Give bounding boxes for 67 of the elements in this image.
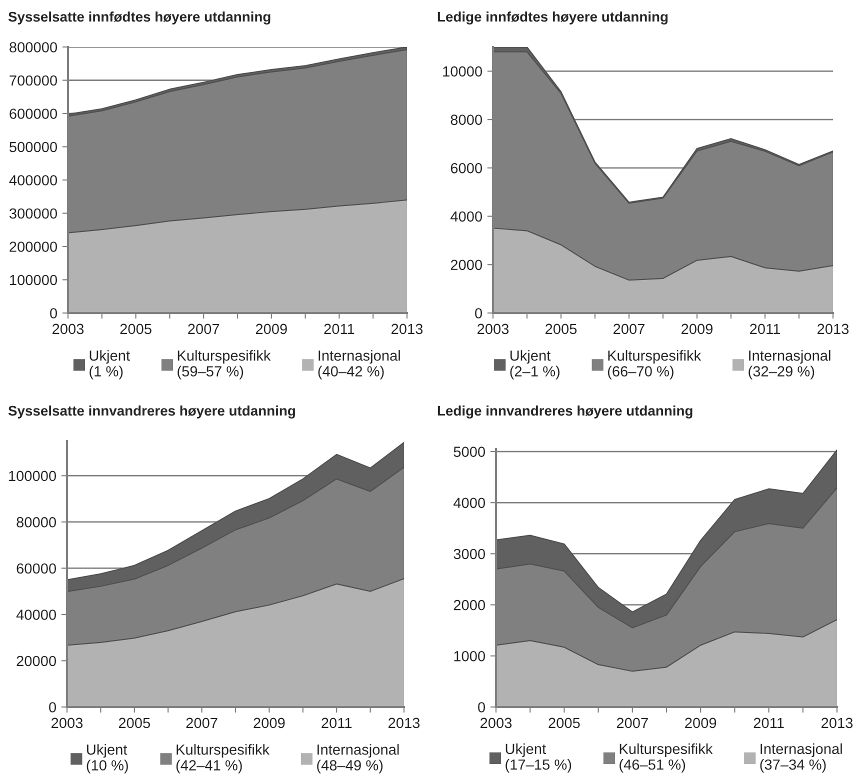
legend-label: Kulturspesifikk (42–41 %) xyxy=(176,744,270,774)
y-tick-label: 100000 xyxy=(10,274,58,286)
chart-title: Sysselsatte innfødtes høyere utdanning xyxy=(8,11,270,25)
x-tick-label: 2013 xyxy=(392,324,423,334)
x-tick-label: 2013 xyxy=(388,718,420,728)
y-tick-label: 8000 xyxy=(450,114,482,125)
legend-label: Kulturspesifikk (59–57 %) xyxy=(178,350,271,380)
legend-label: Internasjonal (37–34 %) xyxy=(760,743,842,773)
y-tick-label: 4000 xyxy=(453,498,486,508)
legend-label: Internasjonal (48–49 %) xyxy=(317,744,399,774)
x-tick-label: 2011 xyxy=(322,718,352,728)
y-tick-label: 3000 xyxy=(454,548,486,560)
x-tick-label: 2003 xyxy=(52,324,84,334)
y-tick-label: 2000 xyxy=(454,600,486,610)
y-tick-label: 0 xyxy=(475,308,482,318)
y-tick-label: 400000 xyxy=(9,175,58,186)
legend-label: Ukjent (17–15 %) xyxy=(506,743,572,773)
y-tick-label: 0 xyxy=(478,702,486,712)
y-tick-label: 4000 xyxy=(450,211,482,222)
chart-title: Ledige innvandreres høyere utdanning xyxy=(438,405,692,419)
y-tick-label: 6000 xyxy=(450,163,482,174)
x-tick-label: 2013 xyxy=(818,324,849,334)
y-tick-label: 1000 xyxy=(454,651,486,662)
x-tick-label: 2005 xyxy=(118,718,150,728)
chart-title: Ledige innfødtes høyere utdanning xyxy=(438,11,668,25)
x-tick-label: 2005 xyxy=(120,324,152,334)
x-tick-label: 2009 xyxy=(256,324,287,334)
y-tick-label: 300000 xyxy=(9,208,58,219)
legend-label: Ukjent (2–1 %) xyxy=(510,350,560,380)
x-tick-label: 2003 xyxy=(480,718,512,728)
x-tick-label: 2009 xyxy=(682,324,713,334)
chart-title: Sysselsatte innvandreres høyere utdanning xyxy=(8,405,295,419)
y-tick-label: 10000 xyxy=(443,66,482,77)
y-tick-label: 700000 xyxy=(10,75,58,86)
x-tick-label: 2011 xyxy=(324,324,354,334)
x-tick-label: 2005 xyxy=(546,324,577,334)
y-tick-label: 0 xyxy=(50,308,58,318)
x-tick-label: 2007 xyxy=(188,324,220,334)
x-tick-label: 2013 xyxy=(822,718,853,728)
y-tick-label: 40000 xyxy=(16,610,56,620)
legend-label: Kulturspesifikk (66–70 %) xyxy=(608,350,702,380)
legend-label: Ukjent (1 %) xyxy=(90,350,130,380)
legend-label: Internasjonal (32–29 %) xyxy=(748,350,830,380)
legend-label: Ukjent (10 %) xyxy=(86,744,128,774)
x-tick-label: 2009 xyxy=(254,718,285,728)
x-tick-label: 2007 xyxy=(614,324,644,334)
y-tick-label: 2000 xyxy=(450,260,482,270)
x-tick-label: 2011 xyxy=(754,718,784,728)
y-tick-label: 60000 xyxy=(16,563,56,574)
y-tick-label: 200000 xyxy=(10,242,58,252)
x-tick-label: 2009 xyxy=(685,718,716,728)
x-tick-label: 2007 xyxy=(616,718,648,728)
y-tick-label: 0 xyxy=(49,702,56,712)
legend-label: Internasjonal (40–42 %) xyxy=(318,350,400,380)
x-tick-label: 2003 xyxy=(478,324,509,334)
x-tick-label: 2003 xyxy=(52,718,83,728)
x-tick-label: 2005 xyxy=(548,718,580,728)
y-tick-label: 800000 xyxy=(10,42,58,52)
x-tick-label: 2011 xyxy=(750,324,780,334)
y-tick-label: 600000 xyxy=(10,108,58,119)
y-tick-label: 5000 xyxy=(454,446,486,457)
legend-label: Kulturspesifikk (46–51 %) xyxy=(620,743,713,773)
y-tick-label: 20000 xyxy=(16,656,56,666)
y-tick-label: 100000 xyxy=(9,470,56,482)
x-tick-label: 2007 xyxy=(186,718,218,728)
y-tick-label: 500000 xyxy=(10,142,58,152)
y-tick-label: 80000 xyxy=(16,517,56,528)
